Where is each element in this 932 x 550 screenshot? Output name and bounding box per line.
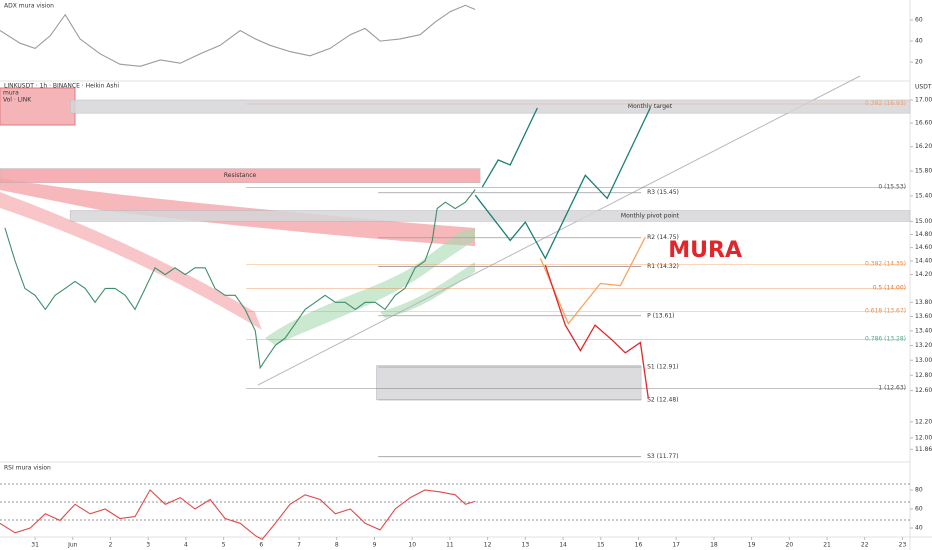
y-tick-label: 15.40 <box>915 192 932 199</box>
y-tick-label: 16.20 <box>915 143 932 150</box>
x-tick-label: 18 <box>710 542 718 549</box>
zone-label: Resistance <box>224 172 257 179</box>
legend-box <box>0 87 76 126</box>
x-tick-label: 21 <box>823 542 831 549</box>
rsi-title: RSI mura vision <box>4 465 51 472</box>
x-tick-label: 20 <box>786 542 794 549</box>
fib-label: 0.382 (16.93) <box>865 100 906 107</box>
y-tick-label: 12.60 <box>915 387 932 394</box>
chart-title: LINKUSDT · 1h · BINANCE · Heikin Ashi <box>4 83 119 90</box>
y-tick-label: 13.20 <box>915 342 932 349</box>
x-tick-label: 14 <box>559 542 567 549</box>
ma-ribbon <box>265 228 475 345</box>
ma-ribbon <box>380 262 475 318</box>
x-tick-label: 9 <box>373 542 377 549</box>
x-tick-label: 5 <box>222 542 226 549</box>
pivot-label: R1 (14.32) <box>647 263 679 270</box>
y-tick-label: 14.20 <box>915 271 932 278</box>
y-tick-label: 12.00 <box>915 434 932 441</box>
y-tick-label: 13.00 <box>915 357 932 364</box>
pivot-label: P (13.61) <box>647 312 674 319</box>
x-tick-label: 11 <box>446 542 454 549</box>
x-tick-label: 23 <box>899 542 907 549</box>
x-tick-label: Jun <box>67 542 78 549</box>
legend-entry: mura <box>3 90 19 97</box>
y-tick-label: 12.20 <box>915 418 932 425</box>
y-tick-label: 13.40 <box>915 327 932 334</box>
y-tick-label: 20 <box>915 59 923 66</box>
y-tick-label: 15.00 <box>915 218 932 225</box>
x-tick-label: 6 <box>259 542 263 549</box>
fib-label: 0.786 (13.28) <box>865 336 906 343</box>
y-tick-label: 40 <box>915 38 923 45</box>
pivot-label: S1 (12.91) <box>647 363 678 370</box>
zone <box>0 168 481 183</box>
y-tick-label: 14.60 <box>915 244 932 251</box>
y-tick-label: 15.80 <box>915 167 932 174</box>
x-tick-label: 4 <box>184 542 188 549</box>
x-tick-label: 31 <box>31 542 39 549</box>
y-tick-label: 60 <box>915 17 923 24</box>
pivot-label: R3 (15.45) <box>647 189 679 196</box>
x-tick-label: 8 <box>335 542 339 549</box>
series-line <box>4 189 476 370</box>
projection <box>539 236 646 325</box>
x-tick-label: 12 <box>484 542 492 549</box>
y-tick-label: 80 <box>915 487 923 494</box>
y-tick-label: 60 <box>915 506 923 513</box>
zone <box>69 99 911 114</box>
fib-label: 0.5 (14.00) <box>873 284 906 291</box>
y-tick-label: 14.80 <box>915 231 932 238</box>
series-line <box>0 4 476 67</box>
adx-title: ADX mura vision <box>4 3 54 10</box>
y-tick-label: 13.80 <box>915 299 932 306</box>
y-tick-label: 17.00 <box>915 96 932 103</box>
zone <box>69 210 911 222</box>
x-tick-label: 17 <box>672 542 680 549</box>
pivot-label: S2 (12.48) <box>647 396 678 403</box>
series-line <box>0 489 476 541</box>
fib-label: 0 (15.53) <box>878 184 906 191</box>
x-tick-label: 10 <box>408 542 416 549</box>
ma-ribbon <box>0 192 262 330</box>
x-tick-label: 15 <box>597 542 605 549</box>
zone <box>376 365 642 401</box>
fib-label: 0.382 (14.35) <box>865 260 906 267</box>
axis-label: USDT <box>915 84 932 91</box>
projection <box>481 107 538 188</box>
x-tick-label: 16 <box>635 542 643 549</box>
y-tick-label: 12.80 <box>915 372 932 379</box>
fib-label: 1 (12.63) <box>878 384 906 391</box>
y-tick-label: 14.40 <box>915 258 932 265</box>
x-tick-label: 3 <box>146 542 150 549</box>
x-tick-label: 7 <box>297 542 301 549</box>
x-tick-label: 19 <box>748 542 756 549</box>
x-tick-label: 22 <box>861 542 869 549</box>
x-tick-label: 13 <box>522 542 530 549</box>
pivot-label: R2 (14.75) <box>647 234 679 241</box>
projection <box>474 107 651 260</box>
watermark: MURA <box>668 238 742 263</box>
fib-label: 0.618 (13.67) <box>865 307 906 314</box>
zone-label: Monthly target <box>628 103 673 110</box>
legend-entry: Vol · LINK <box>3 97 32 104</box>
y-tick-label: 13.60 <box>915 313 932 320</box>
y-tick-label: 40 <box>915 525 923 532</box>
x-tick-label: 2 <box>109 542 113 549</box>
projection <box>544 264 649 399</box>
y-tick-label: 11.86 <box>915 446 932 453</box>
y-tick-label: 16.60 <box>915 120 932 127</box>
pivot-label: S3 (11.77) <box>647 453 678 460</box>
zone-label: Monthly pivot point <box>621 212 680 219</box>
